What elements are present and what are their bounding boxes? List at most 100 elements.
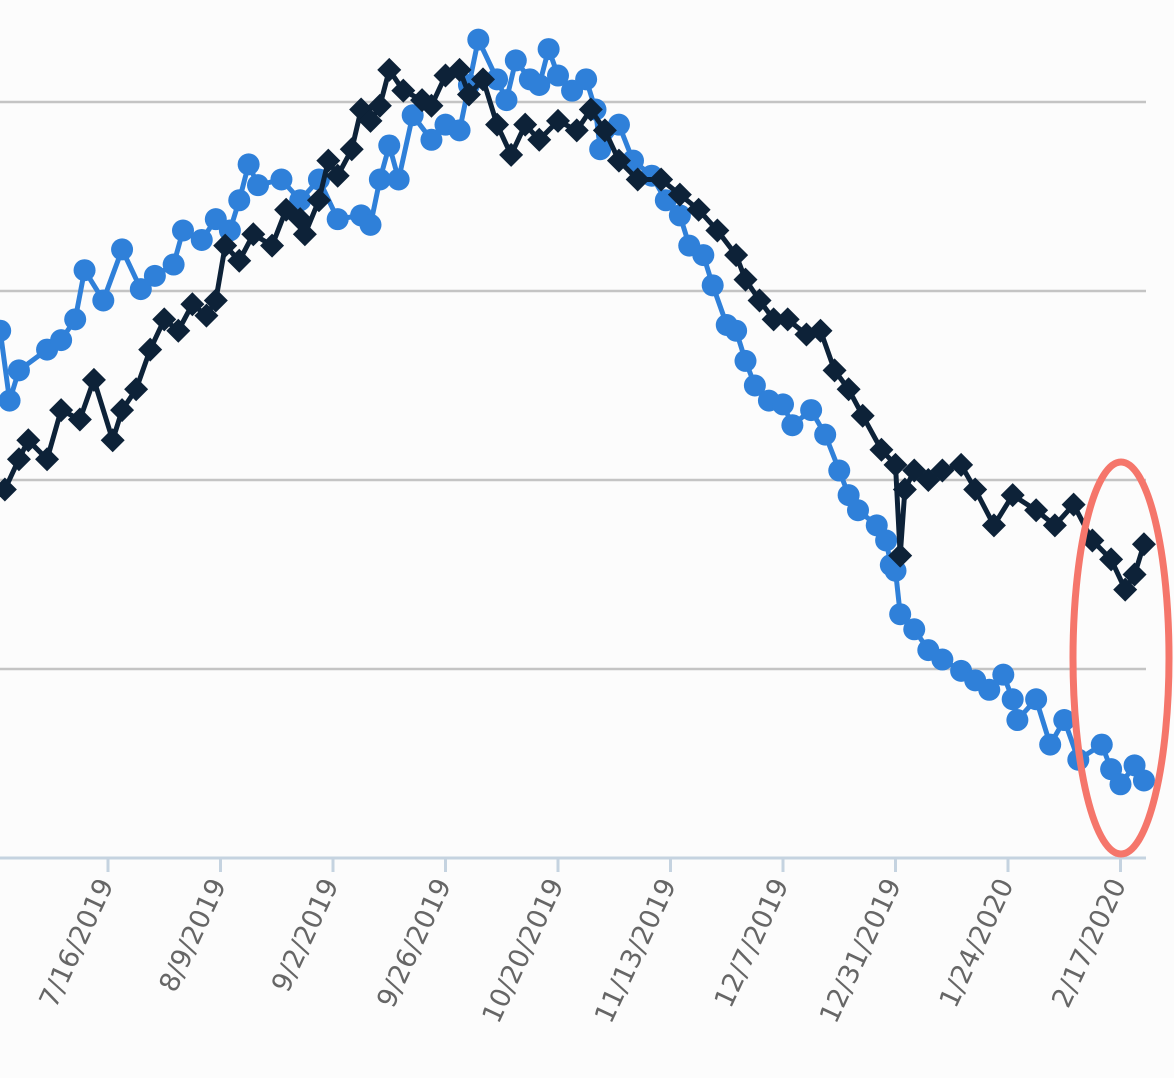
data-point-diamond [775,307,800,332]
data-point-circle [326,208,349,231]
data-point-diamond [49,398,74,423]
data-point-diamond [733,267,758,292]
data-point-circle [668,204,691,227]
data-point-diamond [100,428,125,453]
data-point-circle [903,618,926,641]
data-point-diamond [6,447,31,472]
x-tick-label: 1/24/2020 [934,874,1021,1013]
data-point-circle [725,319,748,342]
data-point-diamond [724,243,749,268]
data-point-diamond [306,188,331,213]
data-point-circle [129,278,152,301]
data-point-circle [1132,769,1155,792]
data-point-circle [889,603,912,626]
data-point-diamond [316,148,341,173]
data-point-diamond [949,452,974,477]
data-point-diamond [578,97,603,122]
data-point-circle [528,73,551,96]
data-point-diamond [513,112,538,137]
data-point-circle [368,168,391,191]
data-point-diamond [686,197,711,222]
data-point-diamond [1122,562,1147,587]
data-point-diamond [592,118,617,143]
data-point-diamond [981,513,1006,538]
data-point-diamond [227,248,252,273]
data-point-diamond [527,127,552,152]
data-point-circle [1025,688,1048,711]
data-point-circle [847,499,869,522]
series-group [0,28,1156,796]
data-point-diamond [358,108,383,133]
data-point-diamond [625,167,650,192]
data-point-diamond [16,428,41,453]
data-point-circle [0,319,12,342]
data-point-diamond [1099,547,1124,572]
data-point-diamond [930,458,955,483]
data-point-circle [289,189,312,212]
data-point-diamond [761,307,786,332]
data-point-diamond [241,222,266,247]
data-point-circle [467,28,490,51]
data-point-diamond [1061,492,1086,517]
data-point-diamond [456,82,481,107]
data-point-circle [547,64,569,87]
data-point-diamond [822,358,847,383]
gridlines [0,100,1146,671]
data-point-circle [0,389,21,412]
highlight-ellipse-annotation [1069,458,1173,858]
data-point-circle [800,399,823,422]
data-point-diamond [339,137,364,162]
x-tick-label: 7/16/2019 [34,874,121,1013]
data-point-diamond [705,218,730,243]
data-point-circle [1090,733,1113,756]
data-point-diamond [377,57,402,82]
data-point-diamond [747,288,772,313]
data-point-diamond [292,222,317,247]
series-blue [0,28,1155,796]
data-point-diamond [152,307,177,332]
data-point-circle [64,308,87,331]
data-point-circle [1109,773,1132,796]
data-point-circle [1039,733,1062,756]
data-point-diamond [649,167,674,192]
data-point-diamond [499,142,524,167]
x-tick-label: 12/31/2019 [814,874,908,1028]
data-point-diamond [963,477,988,502]
data-point-diamond [0,477,17,502]
data-point-circle [978,678,1001,701]
data-point-diamond [67,407,92,432]
data-point-circle [228,189,251,212]
data-point-diamond [138,337,163,362]
data-point-diamond [836,377,861,402]
data-point-circle [495,89,518,112]
data-point-circle [734,349,757,372]
data-point-diamond [110,398,135,423]
data-point-diamond [471,67,495,92]
data-point-diamond [180,292,205,317]
series-navy [0,57,1156,602]
x-tick-label: 12/7/2019 [709,874,796,1013]
data-point-circle [190,228,213,251]
data-point-diamond [883,452,908,477]
data-point-diamond [606,148,631,173]
data-point-diamond [367,93,392,118]
data-point-diamond [1113,577,1138,602]
data-point-diamond [667,182,692,207]
data-point-diamond [1000,483,1025,508]
data-point-circle [247,174,269,197]
data-point-diamond [166,318,191,343]
data-point-diamond [81,367,106,392]
data-point-circle [387,168,410,191]
data-point-circle [378,134,401,157]
data-point-circle [1053,709,1076,732]
data-point-diamond [194,303,219,328]
data-point-diamond [546,108,570,133]
data-point-circle [111,238,134,261]
data-point-circle [162,253,185,276]
data-point-circle [359,213,382,236]
data-point-circle [50,329,73,352]
data-point-circle [1001,688,1024,711]
data-point-circle [692,244,715,267]
data-point-circle [743,374,766,397]
data-point-diamond [419,93,444,118]
